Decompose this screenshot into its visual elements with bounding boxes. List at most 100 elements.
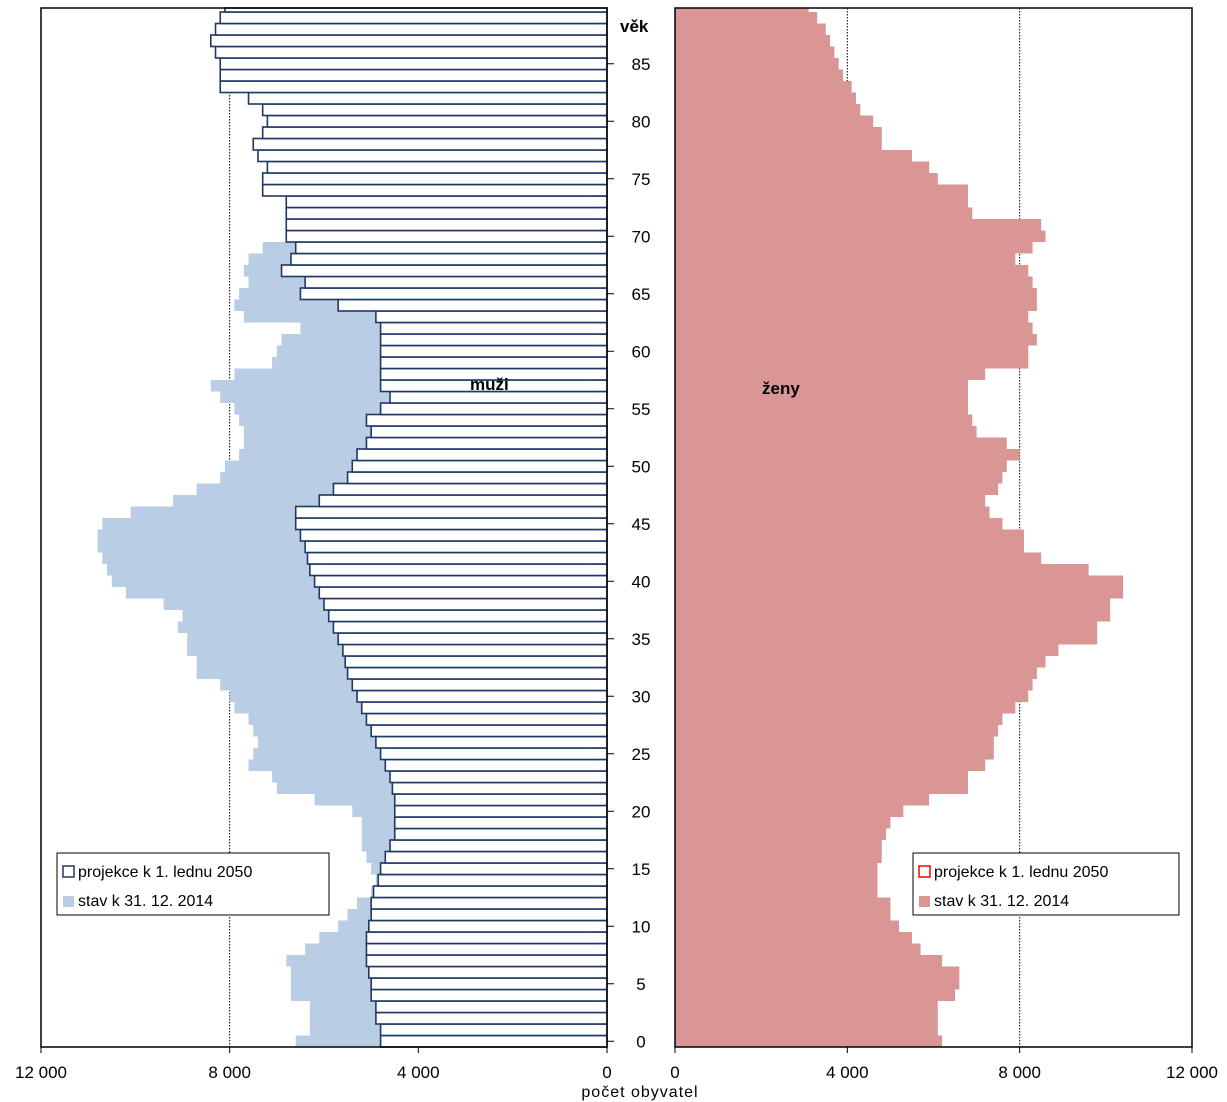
bar-left-projection-2050-43 (304, 540, 608, 554)
bar-right-status-2014-12 (675, 897, 891, 909)
age-tick-label-80: 80 (632, 112, 651, 131)
bar-left-projection-2050-80 (266, 114, 608, 128)
plot-border-right (674, 7, 1193, 1048)
bar-left-projection-2050-8 (365, 942, 608, 956)
bar-right-status-2014-64 (675, 299, 1037, 311)
age-tick-label-30: 30 (632, 687, 651, 706)
bar-left-projection-2050-48 (332, 482, 608, 496)
bar-left-projection-2050-19 (393, 816, 608, 830)
bar-right-status-2014-53 (675, 426, 977, 438)
bar-left-projection-2050-39 (318, 586, 608, 600)
legend-right-box (912, 852, 1180, 916)
panel-label-men: muži (470, 375, 509, 394)
bar-left-projection-2050-81 (261, 103, 608, 117)
bar-right-status-2014-57 (675, 380, 968, 392)
legend-left-swatch-status (63, 896, 74, 907)
bar-left-projection-2050-44 (299, 528, 608, 542)
bar-right-status-2014-2 (675, 1012, 938, 1024)
bar-right-status-2014-82 (675, 92, 856, 104)
bar-left-projection-2050-10 (368, 919, 608, 933)
bar-right-status-2014-66 (675, 276, 1033, 288)
bar-right-status-2014-42 (675, 552, 1042, 564)
bar-left-projection-2050-61 (379, 333, 608, 347)
bar-right-status-2014-58 (675, 368, 986, 380)
bar-right-status-2014-60 (675, 345, 1029, 357)
bar-right-status-2014-0 (675, 1035, 943, 1047)
bar-left-projection-2050-70 (285, 229, 608, 243)
bar-left-projection-2050-75 (261, 172, 608, 186)
bar-right-status-2014-11 (675, 909, 891, 921)
bar-right-status-2014-41 (675, 564, 1089, 576)
bar-right-status-2014-25 (675, 748, 994, 760)
bar-right-status-2014-3 (675, 1001, 938, 1013)
age-tick-label-35: 35 (632, 630, 651, 649)
bar-right-status-2014-16 (675, 851, 882, 863)
x-tick-label-left-4000: 4 000 (397, 1063, 440, 1082)
x-tick-label-right-12000: 12 000 (1166, 1063, 1218, 1082)
age-tick-label-85: 85 (632, 55, 651, 74)
bar-left-projection-2050-5 (370, 977, 608, 991)
x-tick-label-left-12000: 12 000 (15, 1063, 67, 1082)
bars (97, 7, 1124, 1048)
bar-left-projection-2050-42 (306, 551, 608, 565)
bar-left-projection-2050-59 (379, 356, 608, 370)
bar-left-projection-2050-24 (384, 758, 608, 772)
bar-right-status-2014-54 (675, 414, 973, 426)
bar-left-projection-2050-68 (290, 252, 608, 266)
bar-left-projection-2050-30 (356, 689, 608, 703)
bar-left-projection-2050-14 (377, 873, 608, 887)
bar-right-status-2014-67 (675, 265, 1029, 277)
bar-right-status-2014-28 (675, 713, 1003, 725)
bar-left-projection-2050-60 (379, 344, 608, 358)
bar-left-projection-2050-17 (389, 839, 608, 853)
x-axis-title: počet obyvatel (581, 1084, 698, 1101)
bar-right-status-2014-75 (675, 173, 938, 185)
bar-right-status-2014-73 (675, 196, 968, 208)
bar-left-projection-2050-79 (261, 126, 608, 140)
bar-left-projection-2050-37 (327, 609, 608, 623)
panel-label-women: ženy (762, 379, 800, 398)
bar-right-status-2014-40 (675, 575, 1124, 587)
bar-left-projection-2050-45 (294, 517, 608, 531)
bar-right-status-2014-61 (675, 334, 1037, 346)
bar-left-projection-2050-78 (252, 137, 608, 151)
x-tick-label-left-8000: 8 000 (208, 1063, 251, 1082)
bar-right-status-2014-31 (675, 679, 1033, 691)
bar-left-projection-2050-86 (214, 45, 608, 59)
bar-left-projection-2050-46 (294, 505, 608, 519)
bar-left-projection-2050-12 (370, 896, 608, 910)
bar-right-status-2014-15 (675, 863, 878, 875)
tick-labels: 0 5 10 15 20 25 30 35 40 45 50 55 60 65 70 75 80 85 12 000… (15, 55, 1218, 1082)
bar-left-projection-2050-16 (384, 850, 608, 864)
legend-right-label-projection: projekce k 1. lednu 2050 (934, 864, 1108, 881)
bar-left-projection-2050-74 (261, 183, 608, 197)
bar-left-projection-2050-65 (299, 287, 608, 301)
bar-right-status-2014-85 (675, 58, 839, 70)
bar-right-status-2014-55 (675, 403, 968, 415)
bar-right-status-2014-49 (675, 472, 1003, 484)
age-tick-label-20: 20 (632, 802, 651, 821)
bar-right-status-2014-69 (675, 242, 1033, 254)
bar-right-status-2014-71 (675, 219, 1042, 231)
age-axis-label: věk (620, 17, 649, 36)
legend-right-label-status: stav k 31. 12. 2014 (934, 893, 1069, 910)
bar-right-status-2014-81 (675, 104, 861, 116)
x-tick-label-left-0: 0 (602, 1063, 611, 1082)
age-tick-label-15: 15 (632, 860, 651, 879)
bar-left-projection-2050-51 (356, 448, 608, 462)
bar-left-projection-2050-53 (370, 425, 608, 439)
age-tick-label-45: 45 (632, 515, 651, 534)
bar-right-status-2014-74 (675, 184, 968, 196)
bar-right-status-2014-5 (675, 978, 960, 990)
bar-left-projection-2050-1 (379, 1023, 608, 1037)
bar-left-projection-2050-69 (294, 241, 608, 255)
bar-right-status-2014-13 (675, 886, 878, 898)
bar-left-projection-2050-15 (379, 862, 608, 876)
bar-right-status-2014-80 (675, 115, 874, 127)
bar-right-status-2014-79 (675, 127, 882, 139)
bar-right-status-2014-77 (675, 150, 912, 162)
bar-right-status-2014-86 (675, 46, 835, 58)
x-tick-label-right-4000: 4 000 (826, 1063, 869, 1082)
bar-left-projection-2050-9 (365, 931, 608, 945)
